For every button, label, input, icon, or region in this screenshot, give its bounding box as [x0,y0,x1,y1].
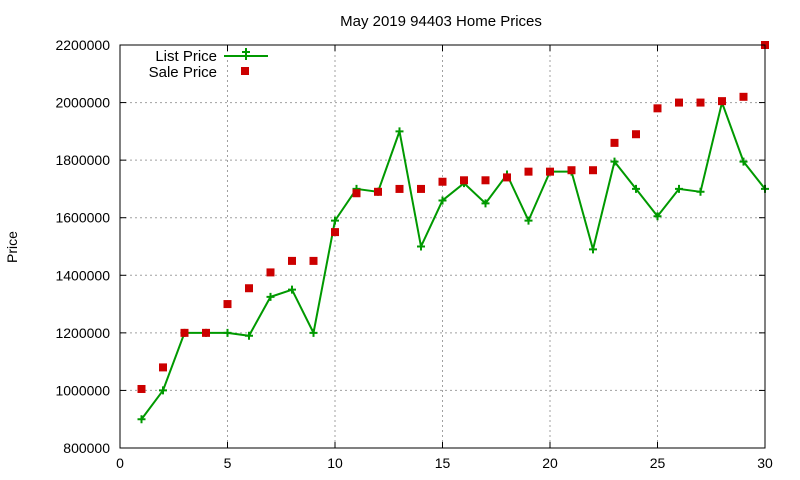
x-tick-label: 15 [435,455,451,471]
sale-price-point [503,173,511,182]
legend-label-list-price: List Price [155,48,217,65]
sale-price-point [159,363,167,372]
list-price-point [223,328,232,337]
sale-price-point [180,328,189,337]
sale-price-point [610,138,619,147]
list-price-point [331,216,339,225]
sale-price-point [309,256,318,265]
list-price-point [610,157,619,166]
sale-price-point [696,98,705,107]
list-price-point [245,331,253,340]
plot-area [137,41,769,424]
list-price-point [481,199,490,208]
list-price-line [140,99,766,420]
sale-price-point [546,167,554,176]
y-tick-label: 1200000 [55,325,110,341]
sale-price-point [137,384,146,393]
list-price-point [632,184,640,193]
sale-price-point [460,176,468,185]
y-tick-label: 1400000 [55,267,110,283]
list-price-point [266,292,275,301]
list-price-point [438,196,447,205]
sale-price-point [331,228,339,237]
sale-price-point [589,166,597,175]
x-tick-label: 0 [116,455,124,471]
y-tick-label: 1800000 [55,152,110,168]
list-price-point [417,242,425,251]
legend: List Price Sale Price [149,48,268,81]
y-tick-label: 800000 [63,440,110,456]
list-price-point [309,328,318,337]
legend-marker-sale-price [241,67,249,75]
list-price-point [675,184,683,193]
sale-price-point [567,166,576,175]
y-tick-label: 1000000 [55,382,110,398]
sale-price-point [675,98,683,107]
list-price-point [589,245,597,254]
sale-price-point [417,184,425,193]
sale-price-point [245,284,253,293]
sale-price-point [438,177,447,186]
list-price-point [395,127,404,136]
sale-price-point [395,184,404,193]
sale-price-point [632,130,640,139]
x-tick-label: 25 [650,455,666,471]
x-tick-label: 30 [757,455,773,471]
sale-price-point [266,268,275,277]
list-price-point [288,285,296,294]
list-price-point [696,187,705,196]
chart-title: May 2019 94403 Home Prices [340,13,542,30]
sale-price-point [524,167,533,176]
sale-price-point [352,189,361,198]
x-tick-label: 20 [542,455,558,471]
legend-marker-list-price [242,48,250,60]
y-tick-label: 1600000 [55,210,110,226]
sale-price-point [374,187,382,196]
sale-price-point [202,328,210,337]
list-price-point [524,216,533,225]
list-price-point [137,415,146,424]
y-axis-label: Price [4,231,20,263]
list-price-point [653,212,662,221]
sale-price-point [481,176,490,185]
x-tick-label: 5 [224,455,232,471]
sale-price-point [223,300,232,309]
y-tick-label: 2000000 [55,95,110,111]
x-tick-label: 10 [327,455,343,471]
grid-lines [120,45,765,448]
list-price-point [739,157,748,166]
sale-price-point [739,92,748,101]
sale-price-point [288,256,296,265]
plot-border [119,44,766,449]
y-tick-label: 2200000 [55,37,110,53]
legend-label-sale-price: Sale Price [149,64,217,81]
sale-price-point [718,97,726,106]
list-price-point [159,386,167,395]
sale-price-point [653,104,662,113]
